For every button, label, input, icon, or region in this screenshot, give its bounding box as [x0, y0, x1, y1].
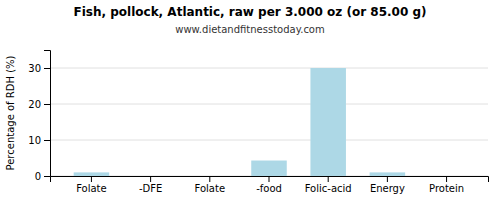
bar — [74, 172, 110, 176]
tick-label: 30 — [28, 63, 41, 74]
tick-mark — [387, 176, 388, 182]
tick-label: Folic-acid — [305, 183, 352, 194]
bars — [74, 68, 405, 176]
tick-mark — [269, 176, 270, 182]
x-axis: Folate -DFE Folate -food Folic-acid Energy Pro… — [51, 176, 489, 194]
tick-mark — [209, 176, 210, 182]
grid-line — [50, 104, 488, 105]
tick: -DFE — [139, 176, 162, 194]
grid-line — [50, 68, 488, 69]
y-axis-title: Percentage of RDH (%) — [5, 55, 16, 170]
grid — [50, 68, 488, 176]
tick-label: -DFE — [139, 183, 162, 194]
tick-label: Folate — [195, 183, 226, 194]
tick: 20 — [28, 99, 50, 110]
tick-mark — [446, 176, 447, 182]
bar — [310, 68, 346, 176]
tick: Protein — [429, 176, 464, 194]
tick: Folate — [76, 176, 107, 194]
bar — [192, 176, 228, 177]
tick-mark — [44, 176, 50, 177]
tick: -food — [256, 176, 282, 194]
axis-line — [44, 51, 51, 177]
tick-label: 10 — [28, 135, 41, 146]
tick: Energy — [370, 176, 405, 194]
y-axis: 0 10 20 30 — [28, 51, 50, 182]
tick: 0 — [35, 171, 50, 182]
bar — [429, 176, 465, 177]
axis-line — [51, 177, 489, 183]
tick-mark — [44, 68, 50, 69]
tick: Folate — [195, 176, 226, 194]
tick-mark — [91, 176, 92, 182]
grid-line — [50, 140, 488, 141]
tick-mark — [328, 176, 329, 182]
tick: 30 — [28, 63, 50, 74]
tick-label: Protein — [429, 183, 464, 194]
tick-label: -food — [256, 183, 282, 194]
plot: Folate -DFE Folate -food Folic-acid Energy Pro… — [28, 51, 488, 195]
subtitle: www.dietandfitnesstoday.com — [175, 24, 324, 35]
tick-mark — [44, 104, 50, 105]
bar — [251, 161, 287, 176]
tick-label: 0 — [35, 171, 41, 182]
chart: Fish, pollock, Atlantic, raw per 3.000 o… — [0, 0, 500, 200]
tick-label: 20 — [28, 99, 41, 110]
tick-label: Folate — [76, 183, 107, 194]
tick: 10 — [28, 135, 50, 146]
tick-mark — [150, 176, 151, 182]
tick-label: Energy — [370, 183, 405, 194]
bar — [370, 172, 406, 176]
bar — [133, 176, 169, 177]
tick-mark — [44, 140, 50, 141]
tick: Folic-acid — [305, 176, 352, 194]
title: Fish, pollock, Atlantic, raw per 3.000 o… — [73, 5, 426, 19]
